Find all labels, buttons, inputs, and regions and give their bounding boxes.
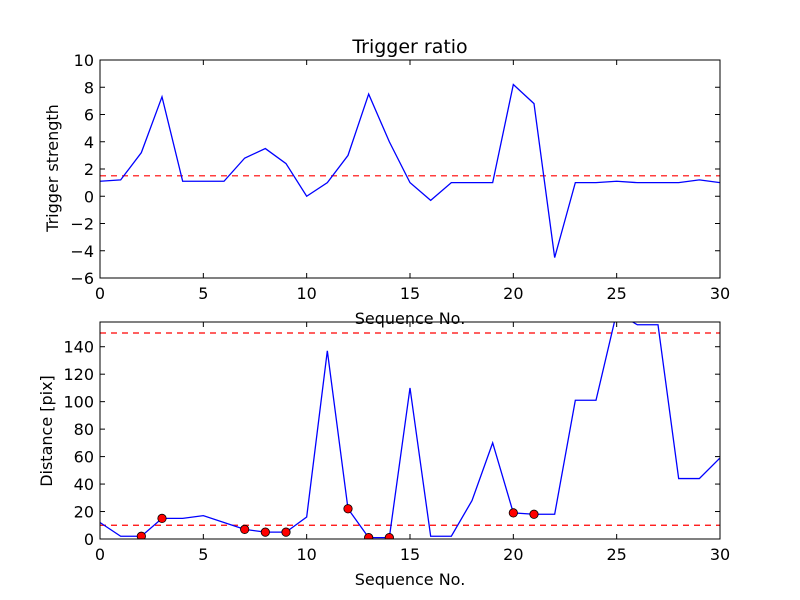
x-tick-label: 10 — [296, 545, 316, 564]
x-tick-label: 0 — [95, 284, 105, 303]
y-tick-label: −6 — [70, 269, 94, 288]
data-point-marker — [529, 509, 539, 519]
chart-title: Trigger ratio — [351, 36, 467, 58]
data-point-marker — [343, 504, 353, 514]
y-axis-label: Trigger strength — [43, 104, 62, 233]
y-tick-label: 20 — [74, 503, 94, 522]
y-tick-label: 0 — [84, 530, 94, 549]
x-axis-label: Sequence No. — [355, 309, 466, 328]
y-tick-label: −2 — [70, 215, 94, 234]
y-tick-label: 8 — [84, 78, 94, 97]
data-point-marker — [240, 524, 250, 534]
x-tick-label: 20 — [503, 545, 523, 564]
y-tick-label: 140 — [63, 338, 94, 357]
plot-contents — [100, 83, 720, 258]
data-point-marker — [281, 527, 291, 537]
data-point-marker — [508, 508, 518, 518]
x-tick-label: 30 — [710, 545, 730, 564]
data-point-marker — [260, 527, 270, 537]
data-point-marker — [364, 533, 374, 539]
x-tick-label: 0 — [95, 545, 105, 564]
data-point-marker — [384, 533, 394, 539]
y-tick-label: 100 — [63, 393, 94, 412]
y-tick-label: 10 — [74, 51, 94, 70]
x-tick-label: 5 — [198, 284, 208, 303]
x-tick-label: 25 — [606, 284, 626, 303]
x-tick-label: 15 — [400, 284, 420, 303]
plot-contents — [100, 322, 720, 539]
y-tick-label: 0 — [84, 187, 94, 206]
x-tick-label: 15 — [400, 545, 420, 564]
y-tick-label: 120 — [63, 365, 94, 384]
series-line — [100, 322, 720, 539]
x-tick-label: 20 — [503, 284, 523, 303]
y-tick-label: 6 — [84, 106, 94, 125]
y-tick-label: 4 — [84, 133, 94, 152]
distance-panel: 0 5 10 15 20 25 30 0 20 40 60 80 100 120 140 Sequence … — [37, 321, 730, 589]
trigger-plot-area: 0 5 10 15 20 25 30 −6 −4 −2 0 2 4 6 8 10 — [70, 51, 730, 303]
y-tick-label: 40 — [74, 475, 94, 494]
data-point-marker — [136, 531, 146, 539]
trigger-ratio-panel: Trigger ratio 0 5 10 15 20 25 30−6−4−20246810 … — [43, 36, 730, 328]
x-tick-label: 30 — [710, 284, 730, 303]
series-line — [100, 83, 720, 258]
x-axis-label: Sequence No. — [355, 570, 466, 589]
x-tick-label: 5 — [198, 545, 208, 564]
y-axis-label: Distance [pix] — [37, 375, 56, 487]
x-tick-label: 25 — [606, 545, 626, 564]
x-tick-label: 10 — [296, 284, 316, 303]
y-tick-label: 80 — [74, 420, 94, 439]
y-tick-label: 60 — [74, 448, 94, 467]
data-point-marker — [157, 513, 167, 523]
y-tick-label: −4 — [70, 242, 94, 261]
distance-plot-area: 0 5 10 15 20 25 30 0 20 40 60 80 100 120 140 — [63, 321, 730, 564]
y-tick-label: 2 — [84, 160, 94, 179]
